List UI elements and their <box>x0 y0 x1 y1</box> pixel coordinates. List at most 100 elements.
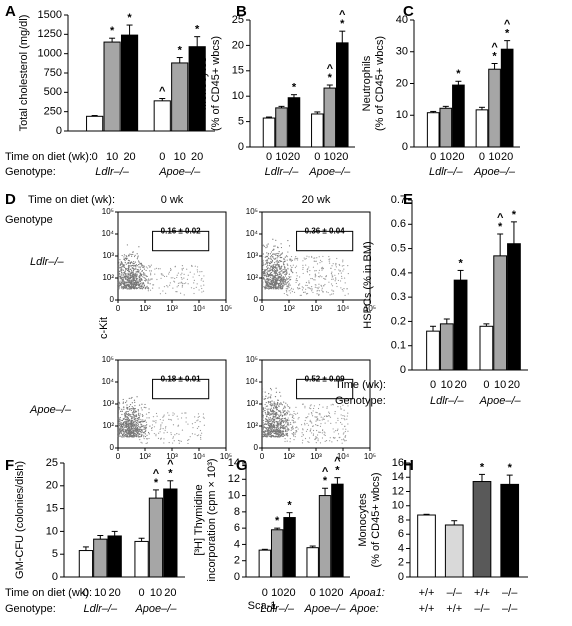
cell-dot <box>132 418 134 420</box>
group-label: Apoe–/– <box>308 166 351 178</box>
cell-dot <box>272 285 275 287</box>
cell-dot <box>132 276 135 278</box>
cell-dot <box>270 429 272 431</box>
cell-dot <box>121 408 123 410</box>
cell-dot <box>129 286 131 288</box>
bar <box>78 550 94 578</box>
cell-dot <box>125 413 127 415</box>
cell-dot <box>319 431 321 433</box>
cell-dot <box>142 265 144 267</box>
cell-dot <box>347 412 349 414</box>
cell-dot <box>125 411 127 413</box>
cell-dot <box>280 426 282 428</box>
cell-dot <box>141 284 143 286</box>
cell-dot <box>127 421 129 423</box>
cell-dot <box>347 430 349 432</box>
cell-dot <box>274 282 276 284</box>
cell-dot <box>315 442 317 444</box>
cell-dot <box>131 287 133 289</box>
cell-dot <box>282 262 285 264</box>
cell-dot <box>261 278 264 280</box>
cell-dot <box>261 255 264 257</box>
cell-dot <box>290 255 293 258</box>
cell-dot <box>295 279 297 281</box>
x-tick-label: 10⁵ <box>364 452 376 461</box>
cell-dot <box>279 273 281 276</box>
cell-dot <box>322 291 324 293</box>
y-tick-label: 10⁵ <box>102 207 114 216</box>
cell-dot <box>168 441 170 444</box>
cell-dot <box>261 388 264 390</box>
cell-dot <box>128 424 131 426</box>
cell-dot <box>285 269 288 271</box>
cell-dot <box>143 420 145 422</box>
cell-dot <box>287 294 289 296</box>
cell-dot <box>326 407 328 409</box>
cell-dot <box>274 245 276 247</box>
cell-dot <box>275 273 277 275</box>
cell-dot <box>146 442 148 444</box>
cell-dot <box>118 262 120 264</box>
cell-dot <box>268 284 270 286</box>
group-label: Apoe–/– <box>479 395 522 407</box>
cell-dot <box>286 293 288 296</box>
cell-dot <box>328 260 330 262</box>
cell-dot <box>270 267 272 269</box>
cell-dot <box>271 261 274 263</box>
cell-dot <box>181 278 183 280</box>
cell-dot <box>133 273 135 275</box>
cell-dot <box>293 291 296 294</box>
cell-dot <box>148 433 150 435</box>
cell-dot <box>292 415 294 417</box>
cell-dot <box>136 253 138 255</box>
cell-dot <box>324 440 326 442</box>
gate <box>152 230 210 252</box>
cell-dot <box>199 429 202 432</box>
y-tick-label: 10² <box>246 273 258 282</box>
cell-dot <box>149 289 152 291</box>
cell-dot <box>261 271 264 273</box>
cell-dot <box>145 286 147 288</box>
cell-dot <box>295 258 298 260</box>
cell-dot <box>317 419 319 421</box>
bar <box>417 514 436 578</box>
cell-dot <box>270 420 272 422</box>
cell-dot <box>303 422 306 424</box>
cell-dot <box>191 264 193 267</box>
cell-dot <box>282 407 285 409</box>
cell-dot <box>317 438 319 440</box>
cell-dot <box>127 265 130 267</box>
cell-dot <box>145 275 148 278</box>
y-tick-label: 10 <box>228 489 240 501</box>
cell-dot <box>278 405 280 408</box>
cell-dot <box>311 422 313 424</box>
cell-dot <box>328 281 330 283</box>
cell-dot <box>150 264 152 266</box>
cell-dot <box>271 404 273 406</box>
gate-label: 0.52 ± 0.09 <box>305 375 346 384</box>
cell-dot <box>286 419 289 421</box>
panel-label: A <box>5 3 16 20</box>
y-tick-label: 0 <box>110 295 115 304</box>
y-tick-label: 10³ <box>102 399 114 408</box>
significance-marker: * <box>323 475 328 487</box>
cell-dot <box>306 428 309 431</box>
cell-dot <box>305 257 307 260</box>
cell-dot <box>290 289 292 291</box>
cell-dot <box>264 272 266 274</box>
cell-dot <box>137 434 139 436</box>
cell-dot <box>182 283 184 285</box>
cell-dot <box>141 421 143 423</box>
cell-dot <box>168 271 170 273</box>
cell-dot <box>124 271 126 273</box>
cell-dot <box>173 440 175 442</box>
group-label: Ldlr–/– <box>83 603 118 615</box>
cell-dot <box>119 282 121 285</box>
cell-dot <box>130 426 132 428</box>
cell-dot <box>266 281 268 283</box>
cell-dot <box>180 281 182 283</box>
series-label: 10 <box>271 587 283 599</box>
cell-dot <box>268 422 270 424</box>
cell-dot <box>134 417 136 420</box>
cell-dot <box>290 276 292 278</box>
